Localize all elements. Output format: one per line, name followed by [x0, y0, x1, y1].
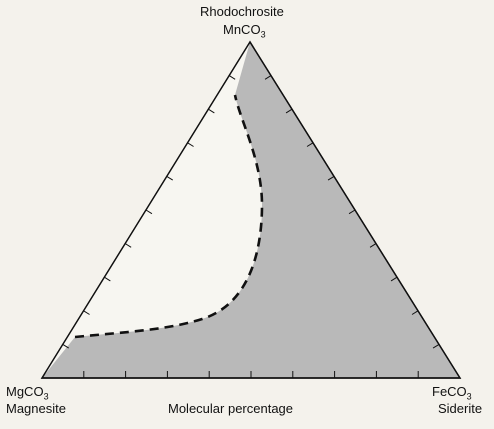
tick-mark: [124, 243, 132, 248]
tick-mark: [187, 142, 194, 147]
tick-mark: [104, 276, 111, 282]
tick-mark: [306, 142, 314, 147]
right-edge-ticks: [264, 75, 440, 349]
bottom-edge-ticks: [83, 371, 419, 378]
right-vertex-name: Siderite: [438, 401, 483, 416]
tick-mark: [348, 209, 356, 215]
right-formula-sub: 3: [466, 391, 472, 402]
tick-mark: [327, 175, 335, 181]
tick-mark: [432, 343, 440, 349]
right-vertex-formula: FeCO3: [432, 384, 472, 405]
tick-mark: [145, 209, 153, 215]
top-vertex-formula: MnCO3: [223, 22, 266, 43]
top-formula-sub: 3: [260, 29, 266, 40]
left-formula-sub: 3: [43, 391, 49, 402]
left-formula-base: MgCO: [6, 384, 44, 399]
top-vertex-name: Rhodochrosite: [200, 4, 284, 19]
tick-mark: [390, 276, 398, 282]
left-vertex-name: Magnesite: [6, 401, 66, 416]
top-formula-base: MnCO: [223, 22, 261, 37]
tick-mark: [369, 243, 377, 248]
left-vertex-formula: MgCO3: [6, 384, 49, 405]
right-formula-base: FeCO: [432, 384, 467, 399]
left-edge-ticks: [62, 75, 236, 349]
tick-mark: [208, 108, 215, 114]
tick-mark: [62, 343, 70, 349]
tick-mark: [411, 310, 419, 315]
unshaded-field: [42, 42, 262, 378]
tick-mark: [166, 175, 174, 181]
axis-label: Molecular percentage: [168, 401, 294, 416]
tick-mark: [228, 75, 236, 80]
tick-mark: [83, 310, 90, 315]
tick-mark: [264, 75, 272, 80]
tick-mark: [285, 108, 293, 114]
